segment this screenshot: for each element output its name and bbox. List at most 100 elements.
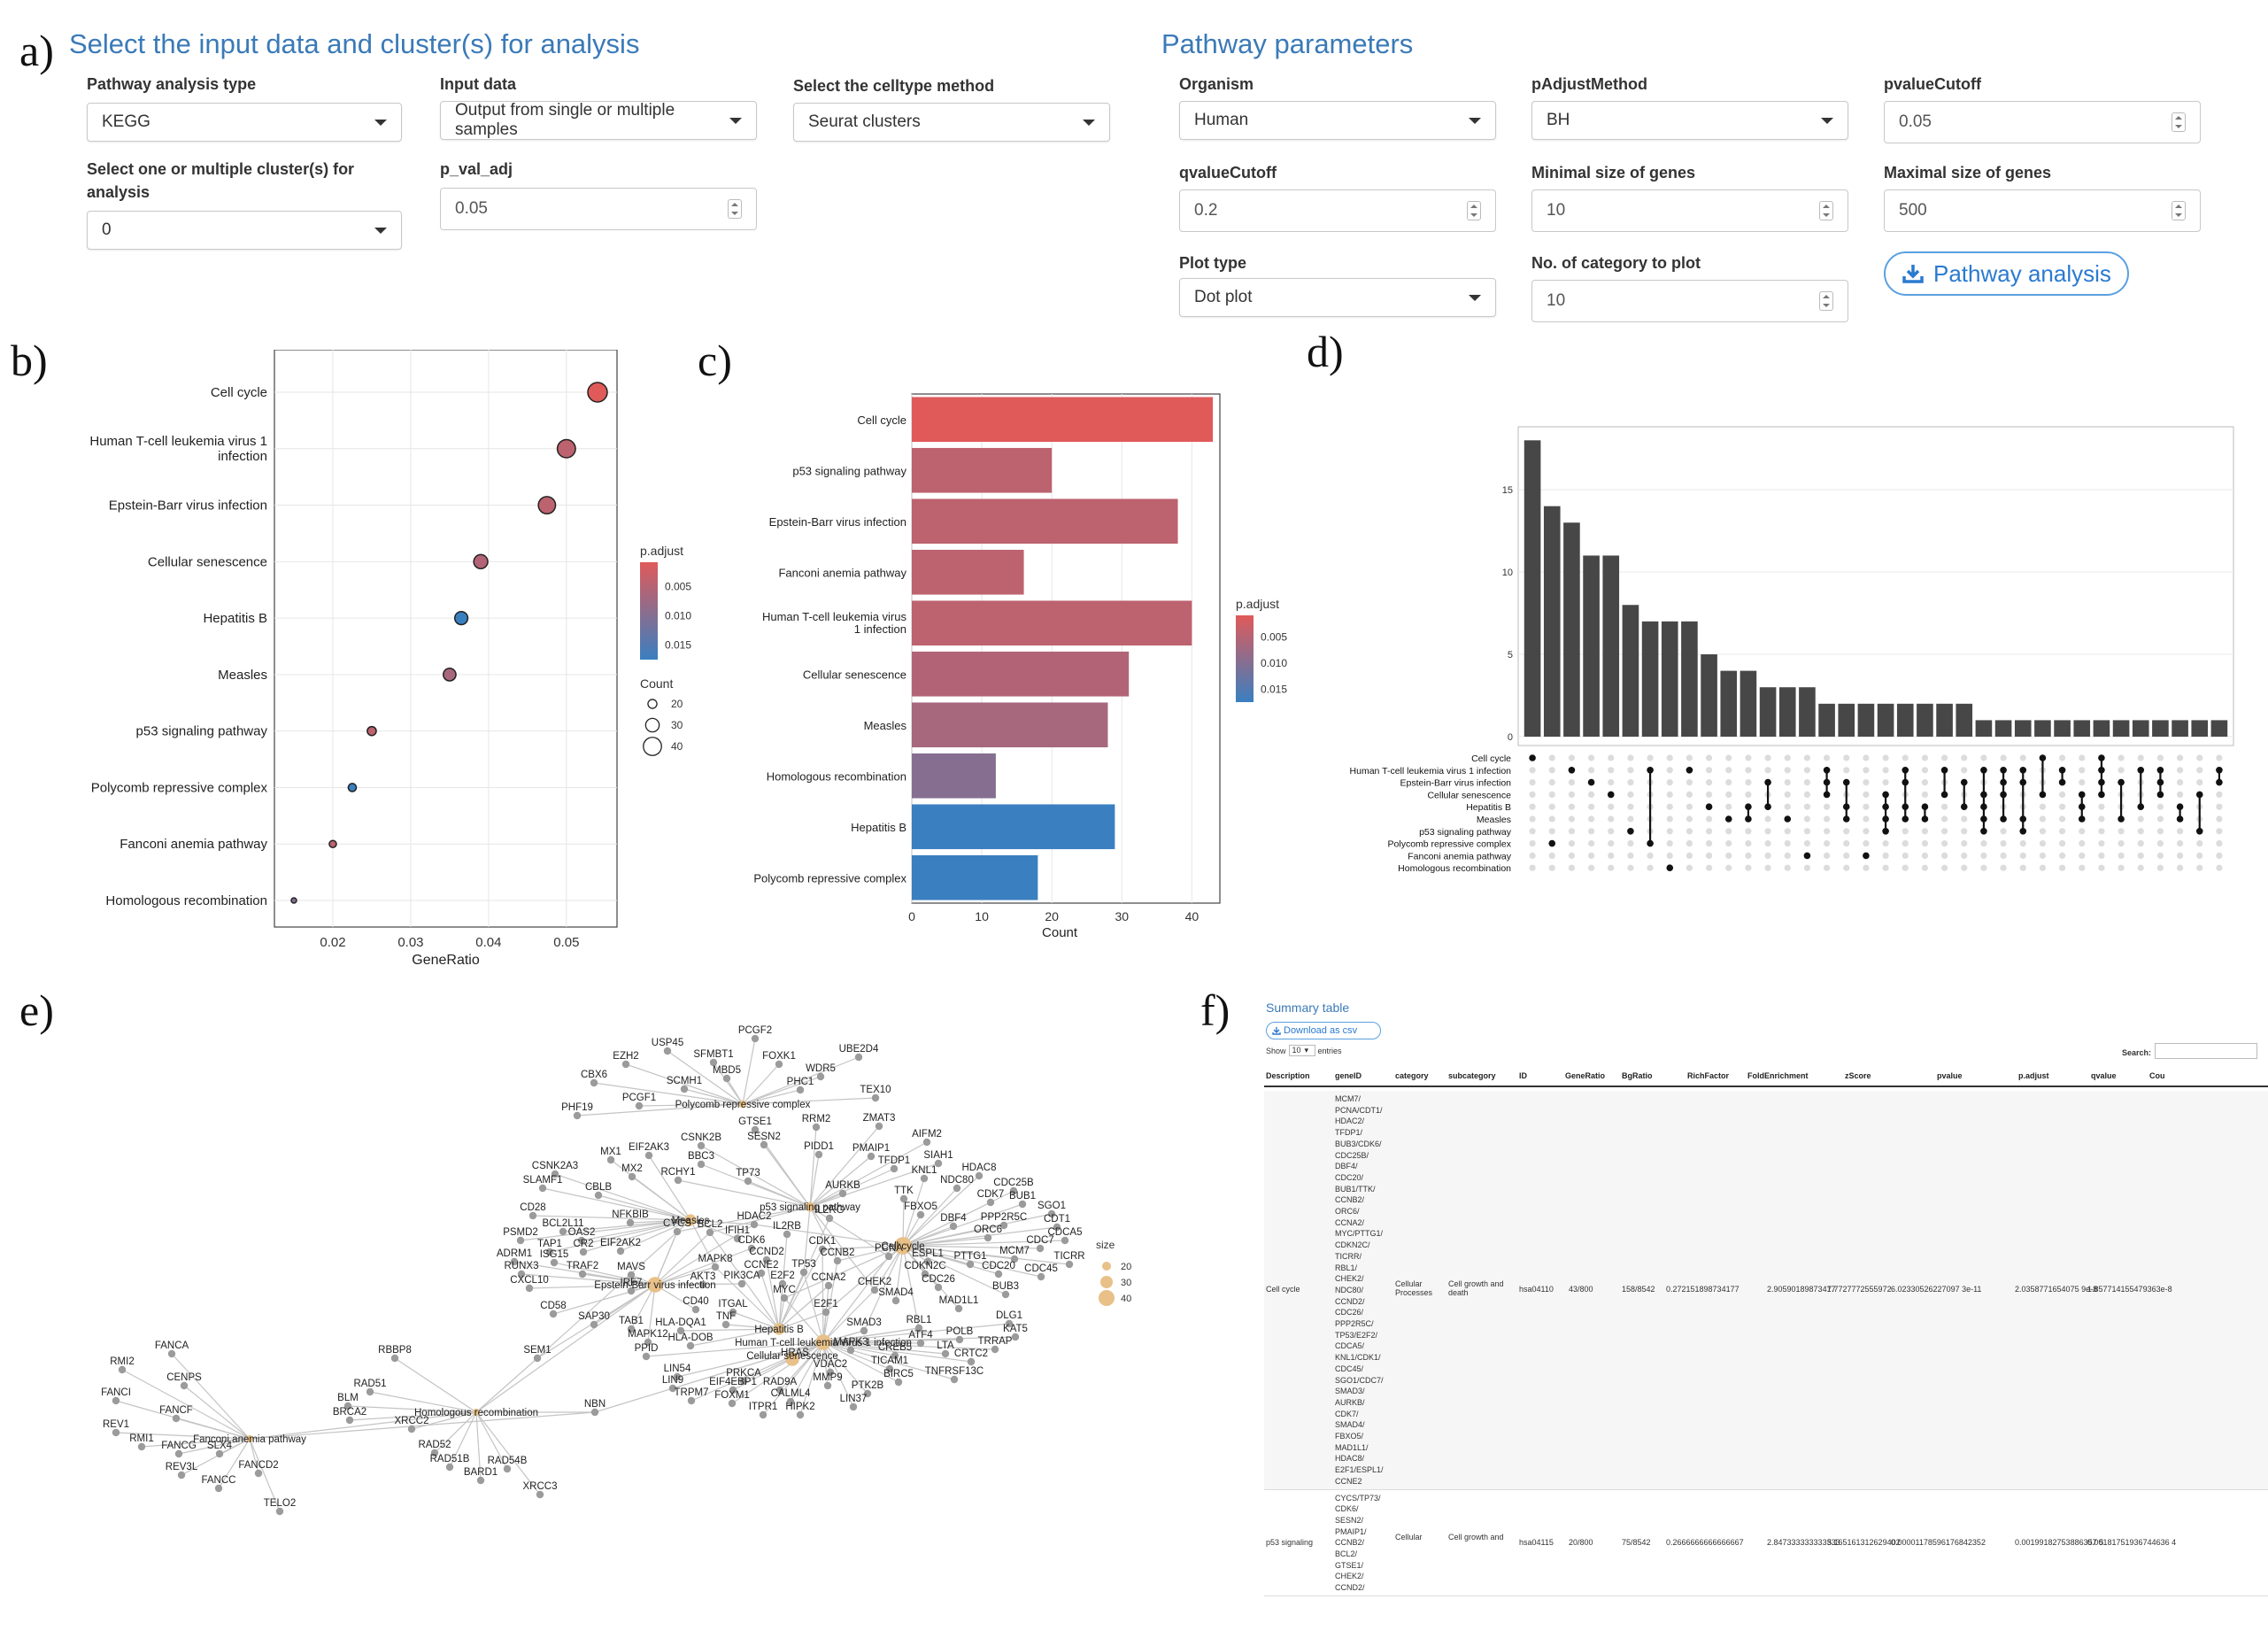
celltype-select[interactable]: Seurat clusters [793, 103, 1110, 142]
column-header[interactable]: subcategory [1448, 1071, 1496, 1080]
column-header[interactable]: FoldEnrichment [1747, 1071, 1809, 1080]
matrix-dot [1686, 852, 1693, 859]
network-edge [677, 1179, 811, 1208]
intersection-bar [1759, 687, 1777, 737]
spinner-icon[interactable] [2172, 201, 2186, 220]
network-edge [809, 1141, 928, 1208]
min-size-input[interactable]: 10 [1531, 189, 1848, 232]
pvalue-label: pvalueCutoff [1884, 75, 1981, 93]
gene-label: CDC25B [993, 1178, 1034, 1188]
gene-node [1037, 1272, 1045, 1281]
column-header[interactable]: pvalue [1937, 1071, 1963, 1080]
matrix-dot [2058, 815, 2066, 823]
gene-label: BLM [337, 1393, 359, 1403]
organism-select[interactable]: Human [1179, 101, 1496, 140]
cell-gene: CHEK2/ [1335, 1572, 1364, 1581]
gene-node [1009, 1186, 1018, 1195]
column-header[interactable]: p.adjust [2018, 1071, 2049, 1080]
qvalue-input[interactable]: 0.2 [1179, 189, 1496, 232]
matrix-dot [1980, 864, 1987, 871]
network-edge [532, 1215, 691, 1221]
column-header[interactable]: category [1395, 1071, 1429, 1080]
column-header[interactable]: GeneRatio [1565, 1071, 1606, 1080]
n-category-input[interactable]: 10 [1531, 280, 1848, 322]
matrix-dot [2098, 852, 2105, 859]
network-edge [837, 1245, 904, 1262]
cell-gene: CHEK2/ [1335, 1274, 1364, 1284]
set-label: Cellular senescence [1427, 790, 1511, 800]
column-header[interactable]: Cou [2149, 1071, 2165, 1080]
column-header[interactable]: zScore [1845, 1071, 1871, 1080]
matrix-dot [1627, 840, 1634, 847]
column-header[interactable]: Description [1266, 1071, 1310, 1080]
spinner-icon[interactable] [1819, 201, 1833, 220]
matrix-dot [1940, 803, 1948, 810]
column-header[interactable]: qvalue [2091, 1071, 2117, 1080]
membership-dot [1686, 767, 1693, 774]
matrix-dot [1745, 791, 1752, 798]
matrix-dot [1568, 864, 1576, 871]
matrix-dot [1725, 767, 1732, 774]
membership-dot [2019, 815, 2027, 823]
category-label: Human T-cell leukemia virus [762, 610, 907, 623]
pathway-analysis-button[interactable]: Pathway analysis [1884, 251, 2129, 296]
intersection-bar [1917, 703, 1933, 737]
clusters-select[interactable]: 0 [87, 211, 402, 250]
spinner-icon[interactable] [2172, 112, 2186, 132]
membership-dot [2118, 778, 2125, 786]
max-size-input[interactable]: 500 [1884, 189, 2201, 232]
matrix-dot [2039, 803, 2047, 810]
gene-node [934, 1283, 943, 1292]
size-legend-label: 20 [1121, 1262, 1131, 1272]
entries-select[interactable]: 10 ▾ [1288, 1045, 1315, 1056]
matrix-dot [1568, 852, 1576, 859]
column-header[interactable]: BgRatio [1622, 1071, 1653, 1080]
table-row[interactable]: Cell cycle MCM7/PCNA/CDT1/HDAC2/TFDP1/BUB… [1264, 1091, 2268, 1490]
category-label: infection [218, 449, 267, 464]
matrix-dot [1882, 754, 1889, 761]
column-header[interactable]: RichFactor [1687, 1071, 1730, 1080]
gene-node [890, 1164, 899, 1173]
input-data-select[interactable]: Output from single or multiple samples [440, 101, 757, 140]
membership-dot [1940, 791, 1948, 799]
matrix-dot [2058, 754, 2066, 761]
download-csv-button[interactable]: Download as csv [1266, 1022, 1381, 1039]
gene-node [174, 1449, 183, 1458]
plot-type-select[interactable]: Dot plot [1179, 278, 1496, 317]
x-tick-label: 0.04 [475, 935, 501, 950]
legend-tick: 0.015 [665, 639, 691, 652]
cell-gene: SGO1/CDC7/ [1335, 1375, 1384, 1385]
pathway-type-select[interactable]: KEGG [87, 103, 402, 142]
matrix-dot [1843, 840, 1850, 847]
search-input[interactable] [2155, 1043, 2257, 1059]
gene-label: CCND2 [749, 1247, 784, 1257]
spinner-icon[interactable] [728, 199, 742, 219]
intersection-bar [1975, 720, 1993, 737]
padjust-select[interactable]: BH [1531, 101, 1848, 140]
gene-node [941, 1349, 950, 1358]
matrix-dot [1529, 864, 1536, 871]
gene-label: FANCD2 [238, 1460, 278, 1471]
pval-input[interactable]: 0.05 [440, 188, 757, 230]
gene-node [891, 1296, 900, 1305]
cell-gene: RBL1/ [1335, 1263, 1358, 1272]
matrix-dot [1921, 791, 1929, 798]
gene-label: BBC3 [688, 1151, 714, 1162]
qvalue-label: qvalueCutoff [1179, 164, 1277, 182]
cell-subcategory: Cell growth and death [1448, 1279, 1504, 1298]
pvalue-input[interactable]: 0.05 [1884, 101, 2201, 143]
table-row[interactable]: p53 signaling CYCS/TP73/CDK6/SESN2/PMAIP1… [1264, 1489, 2268, 1596]
gene-node [934, 1159, 943, 1168]
chevron-down-icon [729, 117, 742, 124]
gene-label: PPP2R5C [981, 1212, 1027, 1223]
gene-label: CCNB2 [821, 1248, 855, 1258]
matrix-dot [1666, 840, 1673, 847]
gene-label: TP73 [736, 1168, 760, 1178]
column-header[interactable]: ID [1519, 1071, 1527, 1080]
matrix-dot [1882, 864, 1889, 871]
column-header[interactable]: geneID [1335, 1071, 1362, 1080]
spinner-icon[interactable] [1467, 201, 1481, 220]
celltype-value: Seurat clusters [808, 112, 921, 131]
gene-label: CDC7 [1026, 1235, 1053, 1246]
spinner-icon[interactable] [1819, 291, 1833, 311]
